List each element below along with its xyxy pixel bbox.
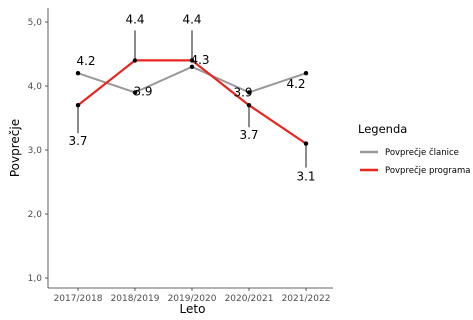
x-tick-label: 2021/2022 [282, 294, 331, 304]
data-point-series-1 [246, 90, 252, 95]
data-point-series-1 [189, 64, 195, 70]
y-tick-label: 5,0 [28, 18, 43, 28]
y-axis-title: Povprečje [8, 119, 22, 177]
x-tick-label: 2020/2021 [225, 294, 274, 304]
data-label-series-1: 4.3 [190, 53, 209, 67]
data-label-series-2: 4.4 [182, 12, 201, 26]
legend-entry-label: Povprečje članice [385, 147, 459, 158]
data-label-series-2: 3.7 [68, 134, 87, 148]
data-label-series-1: 4.2 [286, 77, 305, 91]
y-tick-label: 3,0 [28, 146, 43, 156]
data-point-series-1 [75, 71, 81, 76]
legend-title: Legenda [358, 122, 407, 136]
y-tick-label: 2,0 [28, 210, 43, 220]
data-point-series-1 [303, 71, 309, 76]
series-line-2 [77, 59, 307, 145]
data-label-series-1: 3.9 [133, 84, 152, 98]
legend: Legenda Povprečje članice Povprečje progra… [358, 122, 470, 176]
x-tick-label: 2017/2018 [54, 294, 103, 304]
data-label-series-1: 4.2 [76, 54, 95, 68]
data-label-series-1: 3.9 [233, 85, 252, 99]
plot-area: 1,0 2,0 3,0 4,0 5,0 2017/2018 2018/2019 2019/20… [8, 8, 333, 316]
x-tick-label: 2018/2019 [111, 294, 160, 304]
y-tick-label: 1,0 [28, 274, 43, 284]
data-label-series-2: 3.1 [296, 170, 315, 184]
x-tick-label: 2019/2020 [168, 294, 217, 304]
data-label-series-2: 3.7 [239, 128, 258, 142]
y-tick-label: 4,0 [28, 82, 43, 92]
legend-entry-label: Povprečje programa [385, 165, 470, 176]
data-point-series-1 [132, 90, 138, 95]
data-label-series-2: 4.4 [125, 12, 144, 26]
x-axis-title: Leto [180, 302, 206, 316]
